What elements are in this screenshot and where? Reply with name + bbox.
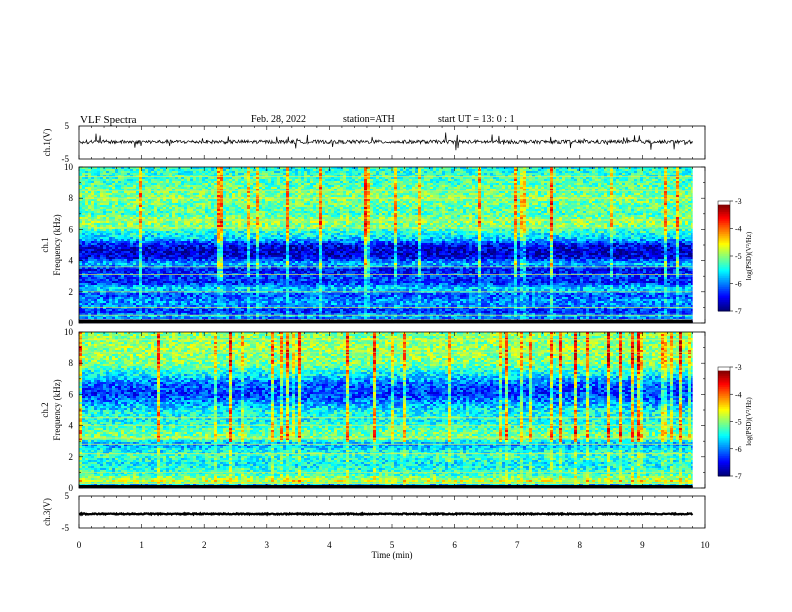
colorbar-tick-label: -7: [735, 307, 742, 316]
vlf-figure: 5-5ch.1(V)0246810ch.1 Frequency (kHz)0246…: [0, 0, 792, 612]
y-tick-label: 8: [69, 358, 74, 368]
panel-name: ch.1: [40, 237, 50, 252]
x-tick-label: 4: [327, 540, 332, 550]
y-tick-label: 4: [69, 256, 74, 266]
y-tick-label: 0: [69, 483, 74, 493]
colorbar-tick-label: -4: [735, 390, 742, 399]
colorbar-tick-label: -4: [735, 225, 742, 234]
panel-name: ch.3(V): [42, 498, 52, 526]
panel-name: ch.2: [40, 402, 50, 417]
y-tick-label: 6: [69, 224, 74, 234]
y-tick-label: 2: [69, 287, 74, 297]
colorbar-label: log(PSD)(V²/Hz): [745, 231, 753, 280]
axis-frame: [79, 496, 705, 528]
y-tick-label: 5: [65, 121, 70, 131]
x-tick-label: 0: [77, 540, 82, 550]
x-tick-label: 5: [390, 540, 395, 550]
colorbar-tick-label: -5: [735, 252, 742, 261]
waveform-ch1v: [79, 133, 693, 151]
y-tick-label: 2: [69, 452, 74, 462]
x-tick-label: 3: [265, 540, 270, 550]
colorbar-tick-label: -6: [735, 280, 742, 289]
dc-band: [79, 485, 692, 488]
x-axis-label: Time (min): [372, 550, 413, 560]
panel-name: ch.1(V): [42, 129, 52, 157]
y-axis-label: Frequency (kHz): [52, 214, 62, 275]
y-tick-label: 10: [64, 162, 74, 172]
colorbar-label: log(PSD)(V²/Hz): [745, 397, 753, 446]
x-tick-label: 2: [202, 540, 207, 550]
y-axis-label: Frequency (kHz): [52, 379, 62, 440]
dc-band: [79, 320, 692, 323]
x-tick-label: 10: [701, 540, 711, 550]
colorbar-tick-label: -3: [735, 363, 742, 372]
waveform-ch3v: [79, 513, 693, 514]
x-tick-label: 6: [452, 540, 457, 550]
y-tick-label: 6: [69, 389, 74, 399]
x-tick-label: 8: [578, 540, 583, 550]
y-tick-label: 8: [69, 193, 74, 203]
colorbar-tick-label: -3: [735, 197, 742, 206]
x-tick-label: 9: [640, 540, 645, 550]
y-tick-label: 5: [65, 491, 70, 501]
y-tick-label: 10: [64, 327, 74, 337]
y-tick-label: -5: [62, 523, 70, 533]
y-tick-label: 4: [69, 421, 74, 431]
colorbar-tick-label: -7: [735, 472, 742, 481]
colorbar-tick-label: -6: [735, 445, 742, 454]
x-tick-label: 7: [515, 540, 520, 550]
spectrogram-ch2: [79, 332, 693, 488]
colorbar-tick-label: -5: [735, 418, 742, 427]
x-tick-label: 1: [139, 540, 144, 550]
